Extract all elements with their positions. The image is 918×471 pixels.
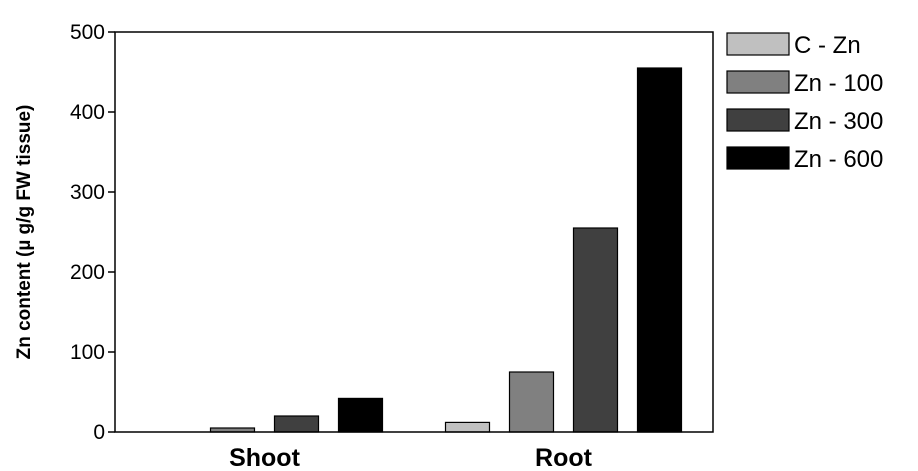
x-axis-labels: Shoot Root	[229, 444, 593, 471]
bar-root-series-2	[508, 371, 555, 433]
bar-root-series-1	[444, 421, 491, 433]
legend-swatch	[726, 108, 790, 132]
bar-root-series-4	[636, 67, 683, 433]
legend-swatch	[726, 70, 790, 94]
y-tick-label: 500	[70, 21, 105, 44]
y-tick-label: 100	[70, 341, 105, 364]
legend-label: C - Zn	[794, 32, 861, 59]
legend: C - Zn Zn - 100 Zn - 300 Zn - 600	[726, 32, 883, 173]
y-tick-label: 400	[70, 101, 105, 124]
legend-label: Zn - 100	[794, 70, 883, 97]
legend-swatch	[726, 146, 790, 170]
bars	[209, 67, 683, 433]
y-tick-label: 0	[93, 421, 105, 444]
legend-label: Zn - 300	[794, 108, 883, 135]
x-category-label: Root	[535, 444, 593, 471]
x-category-label: Shoot	[229, 444, 300, 471]
y-tick-label: 200	[70, 261, 105, 284]
y-tick-label: 300	[70, 181, 105, 204]
legend-label: Zn - 600	[794, 146, 883, 173]
bar-shoot-series-4	[337, 397, 384, 433]
bar-root-series-3	[572, 227, 619, 433]
plot-area-frame	[114, 31, 714, 433]
legend-swatch	[726, 32, 790, 56]
y-axis-title: Zn content (µ g/g FW tissue)	[14, 105, 35, 360]
y-axis-ticks: 0 100 200 300 400 500	[70, 21, 115, 444]
bar-shoot-series-3	[273, 415, 320, 433]
